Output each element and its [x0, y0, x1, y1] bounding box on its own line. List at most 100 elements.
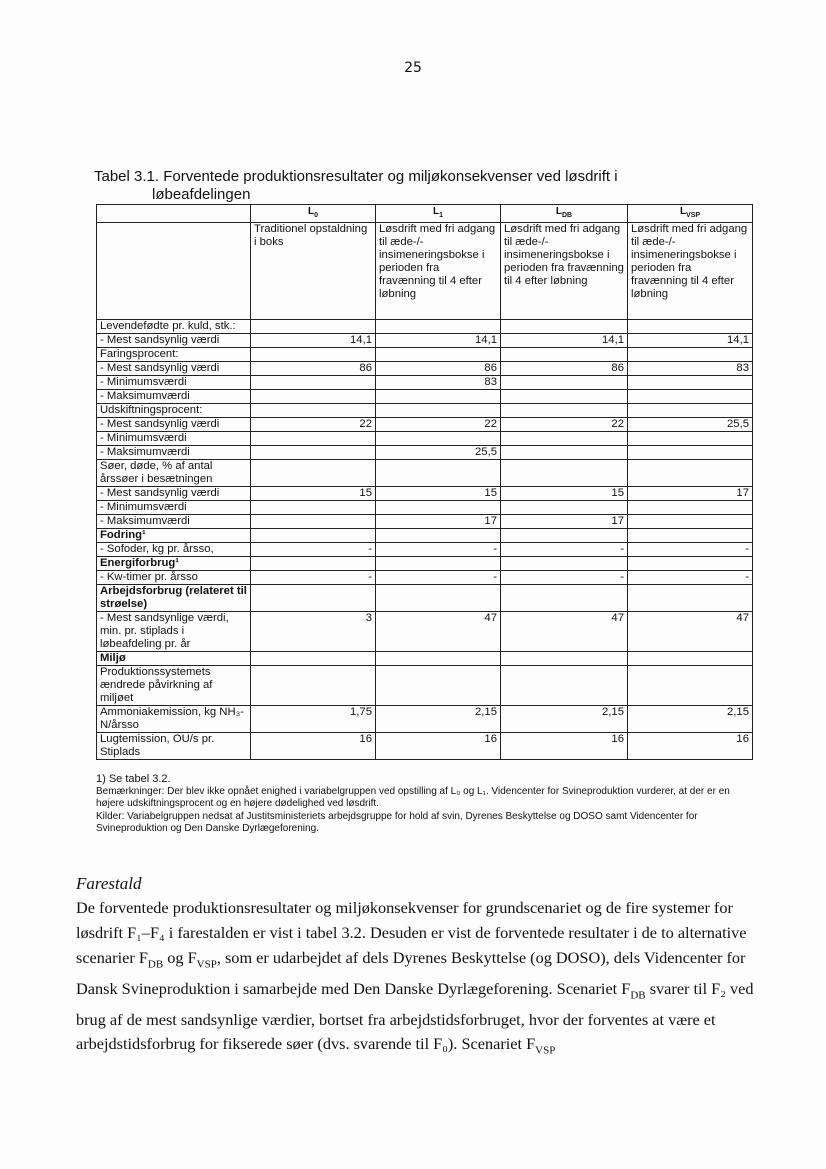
cell-value: 2,15: [375, 705, 501, 733]
column-header: LDB: [500, 204, 628, 223]
column-description: Løsdrift med fri adgang til æde-/-insime…: [375, 222, 501, 320]
cell-value: [627, 514, 753, 529]
header-blank-cell: [96, 204, 251, 223]
table-row: - Mest sandsynlig værdi 14,1 14,1 14,1 14,1: [96, 333, 753, 348]
cell-value: [500, 375, 628, 390]
table-row: Produktionssystemets ændrede påvirkning …: [96, 665, 753, 706]
table-row: - Mest sandsynlig værdi 86 86 86 83: [96, 361, 753, 376]
cell-value: 22: [250, 417, 376, 432]
cell-value: -: [627, 570, 753, 585]
column-code: L: [679, 206, 687, 217]
caption-line-2: løbeafdelingen: [152, 186, 251, 203]
cell-value: 14,1: [500, 333, 628, 348]
table-row: - Sofoder, kg pr. årsso, - - - -: [96, 542, 753, 557]
cell-value: 14,1: [250, 333, 376, 348]
column-header: L0: [250, 204, 376, 223]
cell-value: [250, 584, 376, 612]
cell-value: [250, 514, 376, 529]
cell-value: 16: [627, 732, 753, 760]
cell-value: [627, 500, 753, 515]
cell-value: 16: [375, 732, 501, 760]
table-row: - Minimumsværdi: [96, 500, 753, 515]
cell-value: [500, 528, 628, 543]
row-label: Energiforbrug¹: [96, 556, 251, 571]
row-label: - Minimumsværdi: [96, 375, 251, 390]
row-label: - Mest sandsynlig værdi: [96, 333, 251, 348]
cell-value: 83: [627, 361, 753, 376]
row-label: - Minimumsværdi: [96, 431, 251, 446]
cell-value: [500, 651, 628, 666]
header-row: L0 L1 LDB LVSP: [96, 204, 753, 223]
cell-value: [250, 500, 376, 515]
cell-value: [375, 431, 501, 446]
table-row: Ammoniakemission, kg NH₃-N/årsso 1,75 2,15…: [96, 705, 753, 733]
table-row: - Minimumsværdi: [96, 431, 753, 446]
cell-value: [375, 665, 501, 706]
row-label: Fodring¹: [96, 528, 251, 543]
column-description: Løsdrift med fri adgang til æde-/-insime…: [500, 222, 628, 320]
cell-value: 47: [500, 611, 628, 652]
cell-value: [627, 389, 753, 404]
cell-value: [500, 431, 628, 446]
table-row: - Kw-timer pr. årsso - - - -: [96, 570, 753, 585]
cell-value: [375, 556, 501, 571]
cell-value: 22: [375, 417, 501, 432]
cell-value: 86: [500, 361, 628, 376]
table-row: Arbejdsforbrug (relateret til strøelse): [96, 584, 753, 612]
row-label: - Mest sandsynlig værdi: [96, 417, 251, 432]
cell-value: 25,5: [627, 417, 753, 432]
row-label: Faringsprocent:: [96, 347, 251, 362]
table-row: - Mest sandsynlig værdi 22 22 22 25,5: [96, 417, 753, 432]
cell-value: 17: [500, 514, 628, 529]
cell-value: -: [250, 570, 376, 585]
table-row: Faringsprocent:: [96, 347, 753, 362]
cell-value: 3: [250, 611, 376, 652]
cell-value: [500, 556, 628, 571]
section-heading: Farestald: [76, 874, 142, 893]
row-label: - Maksimumværdi: [96, 514, 251, 529]
cell-value: 2,15: [627, 705, 753, 733]
cell-value: [375, 389, 501, 404]
table-row: Fodring¹: [96, 528, 753, 543]
cell-value: [627, 445, 753, 460]
cell-value: 86: [375, 361, 501, 376]
cell-value: [500, 665, 628, 706]
cell-value: -: [500, 542, 628, 557]
results-table: L0 L1 LDB LVSP Traditionel opstaldning i bok…: [96, 204, 753, 760]
cell-value: [250, 389, 376, 404]
table-row: Levendefødte pr. kuld, stk.:: [96, 319, 753, 334]
cell-value: [375, 347, 501, 362]
cell-value: -: [250, 542, 376, 557]
cell-value: -: [375, 542, 501, 557]
cell-value: [375, 319, 501, 334]
cell-value: [250, 528, 376, 543]
description-row: Traditionel opstaldning i boks Løsdrift m…: [96, 222, 753, 320]
row-label: Ammoniakemission, kg NH₃-N/årsso: [96, 705, 251, 733]
cell-value: [250, 459, 376, 487]
cell-value: [250, 445, 376, 460]
footnote: 1) Se tabel 3.2.: [96, 773, 171, 785]
cell-value: 16: [500, 732, 628, 760]
cell-value: [500, 459, 628, 487]
cell-value: [500, 389, 628, 404]
row-label: - Mest sandsynlige værdi, min. pr. stipl…: [96, 611, 251, 652]
cell-value: [627, 651, 753, 666]
body-paragraph: De forventede produktionsresultater og m…: [76, 898, 754, 1057]
cell-value: [627, 431, 753, 446]
cell-value: [500, 584, 628, 612]
cell-value: [627, 665, 753, 706]
cell-value: [627, 528, 753, 543]
cell-value: 86: [250, 361, 376, 376]
table-row: Søer, døde, % af antal årssøer i besætni…: [96, 459, 753, 487]
table-row: - Maksimumværdi 25,5: [96, 445, 753, 460]
cell-value: 15: [500, 486, 628, 501]
row-label: Lugtemission, OU/s pr. Stiplads: [96, 732, 251, 760]
cell-value: [627, 556, 753, 571]
cell-value: 17: [375, 514, 501, 529]
cell-value: 47: [375, 611, 501, 652]
cell-value: 2,15: [500, 705, 628, 733]
cell-value: [375, 403, 501, 418]
cell-value: -: [500, 570, 628, 585]
cell-value: [250, 665, 376, 706]
